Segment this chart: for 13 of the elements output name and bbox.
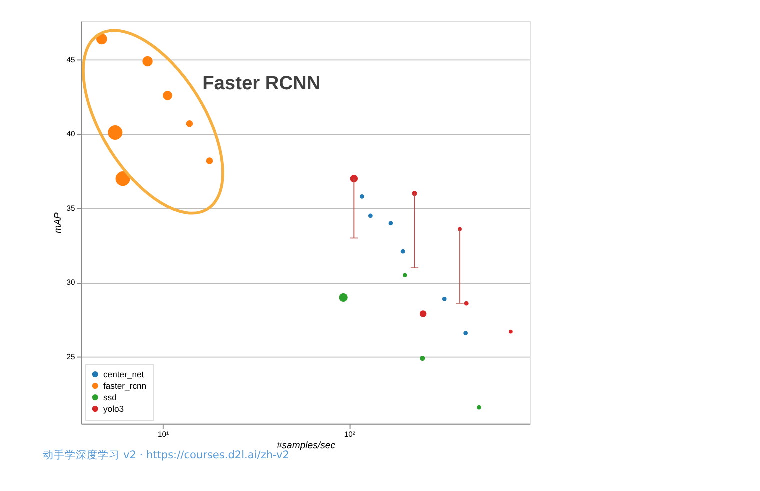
x-tick-label: 10¹ — [158, 430, 170, 439]
legend-label: center_net — [104, 369, 145, 380]
legend-label: ssd — [104, 392, 118, 402]
legend-label: faster_rcnn — [104, 380, 147, 391]
annotation: Faster RCNN — [202, 74, 321, 95]
y-tick-label: 40 — [66, 130, 76, 139]
y-axis-title: mAP — [52, 212, 64, 234]
y-tick-label: 30 — [66, 278, 76, 288]
y-tick-label: 35 — [66, 204, 76, 213]
y-tick-label: 25 — [66, 352, 76, 362]
legend-label: yolo3 — [104, 404, 124, 414]
x-tick-label: 10² — [344, 430, 356, 439]
y-tick-label: 45 — [66, 55, 76, 64]
